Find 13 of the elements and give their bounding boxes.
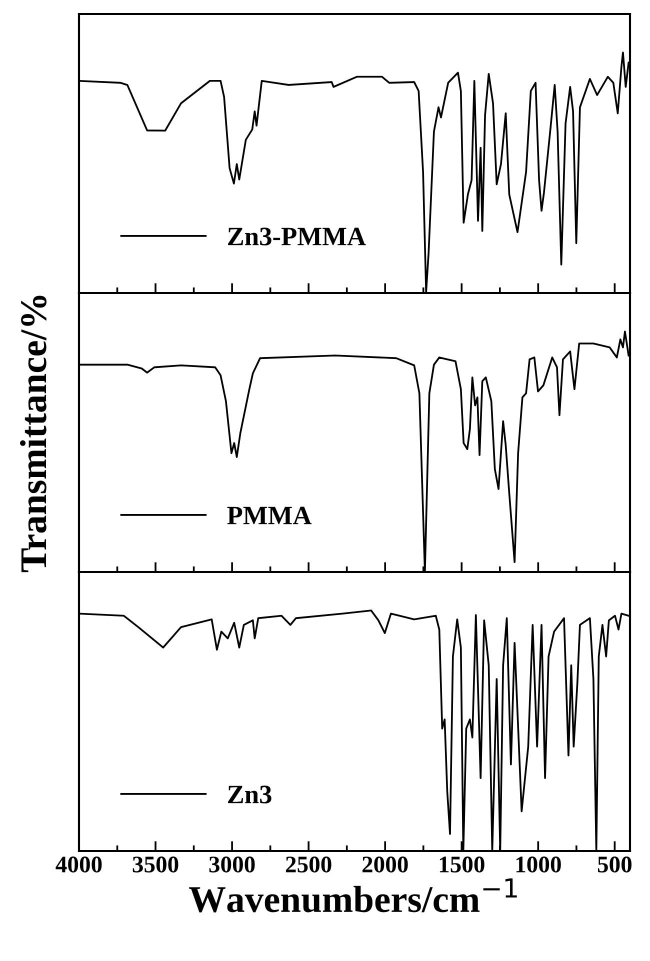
x-tick-label: 2500 (286, 856, 332, 872)
x-tick-label: 3000 (209, 856, 255, 872)
y-axis-title: Transmittance/% (20, 296, 47, 572)
x-tick-label: 4000 (56, 856, 102, 872)
legend-label: Zn3 (228, 786, 272, 804)
x-tick-label: 2000 (362, 856, 408, 872)
x-tick-label: 1000 (516, 856, 561, 872)
x-axis-title: Wavenumbers/cm$^{−1}$ (189, 878, 517, 912)
x-tick-label: 1500 (440, 856, 484, 872)
legend-label: Zn3-PMMA (228, 228, 366, 246)
legend-label: PMMA (227, 506, 312, 524)
x-tick-label: 3500 (132, 856, 178, 872)
x-tick-label: 500 (598, 856, 632, 872)
